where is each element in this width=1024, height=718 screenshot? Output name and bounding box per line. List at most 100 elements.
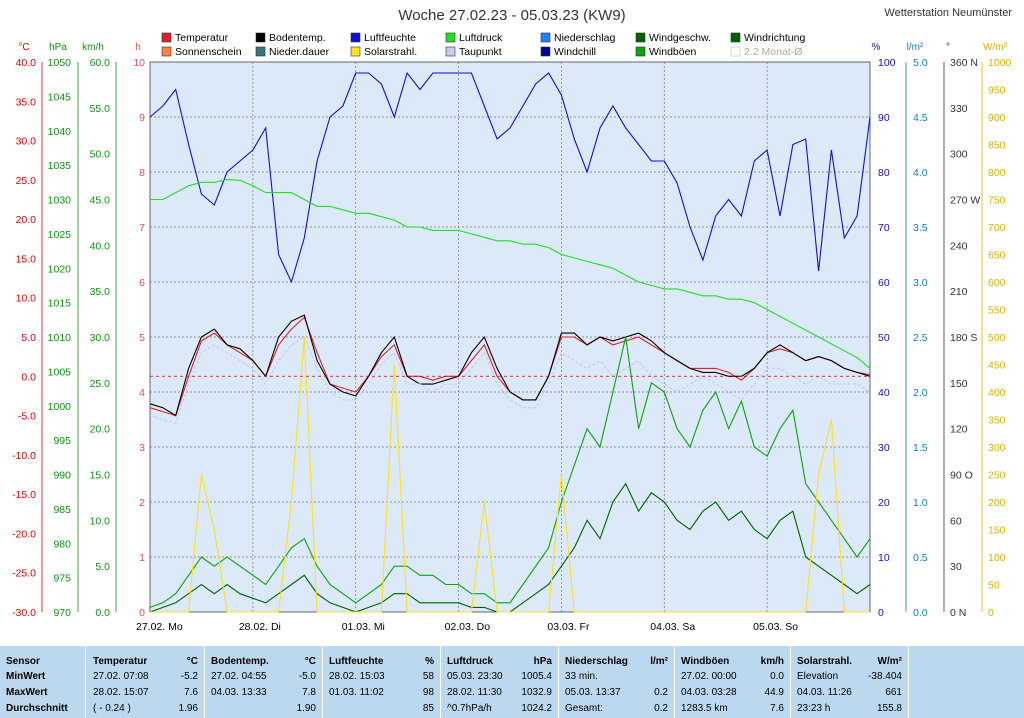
temp-tick: -20.0	[12, 528, 36, 540]
percent-tick: 50	[878, 332, 890, 344]
hours-tick: 3	[139, 442, 145, 454]
hours-tick: 5	[139, 332, 145, 344]
wm2-tick: 750	[988, 195, 1006, 207]
temp-tick: 30.0	[16, 136, 37, 148]
hpa-tick: 1040	[48, 126, 72, 138]
stats-group-title: Luftfeuchte	[329, 656, 384, 667]
deg-tick: 210	[950, 286, 968, 298]
stats-group-unit: hPa	[533, 656, 552, 667]
hours-tick: 4	[139, 387, 145, 399]
legend-swatch	[161, 32, 172, 43]
label-sensor: Sensor	[6, 656, 40, 667]
legend-swatch	[540, 46, 551, 57]
hours-tick: 6	[139, 277, 145, 289]
wm2-tick: 850	[988, 140, 1006, 152]
stats-cell-left: ^0.7hPa/h	[447, 703, 492, 714]
series-line-luftfeuchte	[149, 71, 871, 284]
kmh-tick: 50.0	[90, 149, 111, 161]
axis-units: °C hPa km/h h% l/m² ° W/m²	[18, 42, 1007, 53]
wm2-tick: 100	[988, 552, 1006, 564]
legend: Temperatur Sonnenschein Bodentemp. Nieder.d…	[161, 32, 805, 58]
temp-tick: 20.0	[16, 214, 37, 226]
kmh-tick: 0.0	[95, 607, 110, 619]
unit-label: hPa	[49, 42, 67, 53]
hours-tick: 7	[139, 222, 145, 234]
stats-cell-left: 04.03. 13:33	[211, 687, 267, 698]
stats-group: Luftfeuchte% 28.02. 15:03 58 01.03. 11:02 98…	[323, 646, 441, 718]
legend-label: Sonnenschein	[175, 46, 242, 58]
wm2-tick: 500	[988, 332, 1006, 344]
deg-tick: 30	[950, 561, 962, 573]
series-line-luftdruck	[150, 179, 871, 370]
hours-tick: 2	[139, 497, 145, 509]
hpa-tick: 980	[53, 538, 71, 550]
stats-cell-left: ( - 0.24 )	[93, 703, 131, 714]
lm2-tick: 1.5	[913, 442, 928, 454]
legend-label: Temperatur	[175, 32, 229, 44]
legend-label: 2.2 Monat-Ø	[744, 46, 802, 58]
kmh-tick: 30.0	[90, 332, 111, 344]
stats-group-title: Luftdruck	[447, 656, 494, 667]
lm2-tick: 3.0	[913, 277, 928, 289]
stats-group-title: Temperatur	[93, 656, 148, 667]
series-line-bodentemp	[149, 314, 871, 417]
stats-group-title: Windböen	[681, 656, 730, 667]
hpa-tick: 1035	[48, 160, 72, 172]
legend-label: Windchill	[554, 46, 596, 58]
hpa-tick: 970	[53, 607, 71, 619]
stats-cell-left: 23:23 h	[797, 703, 831, 714]
lm2-tick: 5.0	[913, 57, 928, 69]
stats-cell-right: 1005.4	[521, 671, 552, 682]
temp-tick: 40.0	[16, 57, 37, 69]
wm2-tick: 400	[988, 387, 1006, 399]
legend-label: Niederschlag	[554, 32, 615, 44]
temp-tick: 0.0	[21, 371, 36, 383]
wm2-tick: 550	[988, 305, 1006, 317]
lm2-tick: 0.0	[913, 607, 928, 619]
day-label: 05.03. So	[753, 621, 798, 633]
percent-tick: 100	[878, 57, 896, 69]
legend-label: Windrichtung	[744, 32, 805, 44]
legend-swatch	[161, 46, 172, 57]
percent-tick: 60	[878, 277, 890, 289]
legend-swatch	[635, 32, 646, 43]
temp-tick: -25.0	[12, 568, 36, 580]
hours-tick: 10	[133, 57, 145, 69]
wm2-tick: 650	[988, 250, 1006, 262]
stats-cell-left: 28.02. 11:30	[447, 687, 502, 698]
legend-swatch	[540, 32, 551, 43]
unit-label: W/m²	[983, 42, 1008, 53]
hpa-tick: 985	[53, 504, 71, 516]
temp-tick: 10.0	[16, 293, 37, 305]
legend-label: Taupunkt	[459, 46, 502, 58]
temp-tick: 25.0	[16, 175, 37, 187]
hpa-tick: 1020	[48, 263, 72, 275]
legend-swatch	[730, 32, 741, 43]
kmh-tick: 15.0	[90, 470, 111, 482]
label-min: MinWert	[6, 671, 46, 682]
label-avg: Durchschnitt	[6, 703, 68, 714]
hours-tick: 8	[139, 167, 145, 179]
stats-group: Windböen km/h 27.02. 00:00 0.0 04.03. 03:28 4…	[675, 646, 791, 718]
day-label: 28.02. Di	[239, 621, 281, 633]
stats-group-unit: km/h	[760, 656, 784, 667]
stats-cell-right: 0.2	[654, 687, 668, 698]
wm2-tick: 200	[988, 497, 1006, 509]
stats-group-unit: W/m²	[877, 656, 902, 667]
temp-tick: 5.0	[21, 332, 36, 344]
deg-tick: 240	[950, 240, 968, 252]
temp-tick: -10.0	[12, 450, 36, 462]
hpa-tick: 1015	[48, 298, 72, 310]
percent-tick: 10	[878, 552, 890, 564]
legend-swatch	[445, 46, 456, 57]
lm2-tick: 3.5	[913, 222, 928, 234]
kmh-tick: 40.0	[90, 240, 111, 252]
unit-label: h	[135, 42, 141, 53]
legend-swatch	[255, 46, 266, 57]
stats-cell-left: 33 min.	[565, 671, 598, 682]
percent-tick: 80	[878, 167, 890, 179]
stats-cell-right: 0.2	[654, 703, 668, 714]
deg-tick: 120	[950, 424, 968, 436]
legend-label: Solarstrahl.	[364, 46, 417, 58]
series-line-windben	[149, 336, 871, 608]
